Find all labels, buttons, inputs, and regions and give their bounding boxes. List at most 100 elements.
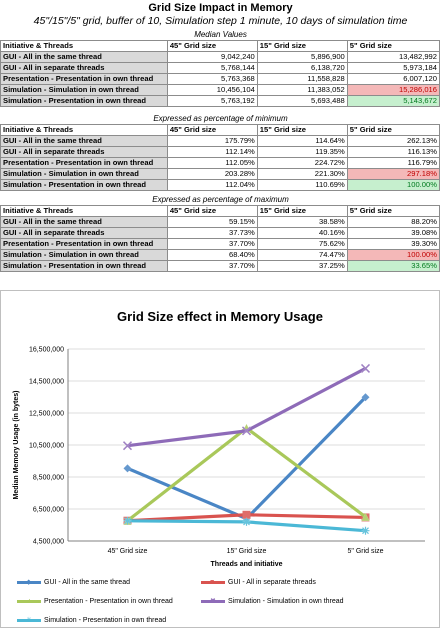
table-cell: 100.00% — [346, 249, 441, 261]
table-cell: 5,693,488 — [256, 95, 348, 107]
table-cell: 5,763,368 — [166, 73, 258, 85]
table-row: GUI - All in the same thread 9,042,240 5,8… — [0, 51, 441, 63]
table-cell: 13,482,992 — [346, 51, 441, 63]
data-point — [241, 426, 252, 436]
table-row: Simulation - Simulation in own thread 68.… — [0, 249, 441, 261]
table-cell: 5,973,184 — [346, 62, 441, 74]
percent-of-maximum-table: Initiative & Threads 45" Grid size 15" Gri… — [0, 205, 441, 272]
table-cell: 33.65% — [346, 260, 441, 272]
x-tick-label: 15" Grid size — [227, 548, 267, 555]
table-header-row: Initiative & Threads 45" Grid size 15" Gri… — [0, 205, 441, 217]
table-row: Simulation - Presentation in own thread 5… — [0, 95, 441, 107]
legend-marker-icon: ■ — [210, 578, 215, 586]
legend-marker-icon: ▲ — [26, 597, 33, 605]
series-line — [126, 396, 367, 521]
y-tick-label: 12,500,000 — [29, 411, 64, 418]
chart-svg: Grid Size effect in Memory Usage 4,500,00… — [13, 309, 425, 568]
data-point — [242, 517, 251, 526]
table-row: GUI - All in the same thread 59.15% 38.58%… — [0, 216, 441, 228]
table-row: Presentation - Presentation in own threa… — [0, 157, 441, 169]
row-label: GUI - All in the same thread — [0, 51, 168, 63]
data-point — [361, 393, 370, 402]
table-row: Presentation - Presentation in own threa… — [0, 73, 441, 85]
table-row: GUI - All in separate threads 37.73% 40.16… — [0, 227, 441, 239]
table-cell: 175.79% — [166, 135, 258, 147]
column-header: 15" Grid size — [256, 40, 348, 52]
column-header: Initiative & Threads — [0, 40, 168, 52]
row-label: GUI - All in the same thread — [0, 135, 168, 147]
table-cell: 88.20% — [346, 216, 441, 228]
table-cell: 110.69% — [256, 179, 348, 191]
column-header: 15" Grid size — [256, 124, 348, 136]
memory-usage-chart: Grid Size effect in Memory Usage 4,500,00… — [0, 290, 440, 628]
legend-item: ■ GUI - All in separate threads — [201, 579, 316, 586]
data-point — [122, 441, 133, 451]
y-tick-label: 16,500,000 — [29, 347, 64, 354]
table-cell: 116.13% — [346, 146, 441, 158]
column-header: 45" Grid size — [166, 124, 258, 136]
row-label: Presentation - Presentation in own threa… — [0, 157, 168, 169]
y-axis-label: Median Memory Usage (in bytes) — [13, 391, 20, 500]
y-tick-label: 6,500,000 — [33, 507, 64, 514]
row-label: GUI - All in separate threads — [0, 146, 168, 158]
page-title: Grid Size Impact in Memory — [148, 2, 293, 14]
legend-label: Simulation - Simulation in own thread — [228, 598, 344, 605]
x-tick-label: 45" Grid size — [108, 548, 148, 555]
x-tick-label: 5" Grid size — [348, 548, 384, 555]
table-row: Simulation - Simulation in own thread 10,… — [0, 84, 441, 96]
row-label: GUI - All in the same thread — [0, 216, 168, 228]
row-label: Presentation - Presentation in own threa… — [0, 238, 168, 250]
table-cell: 112.14% — [166, 146, 258, 158]
y-tick-label: 8,500,000 — [33, 475, 64, 482]
column-header: 45" Grid size — [166, 40, 258, 52]
table-cell: 114.64% — [256, 135, 348, 147]
table-cell: 38.58% — [256, 216, 348, 228]
column-header: Initiative & Threads — [0, 205, 168, 217]
legend-marker-icon: ◆ — [26, 578, 32, 586]
table-caption-median: Median Values — [194, 30, 247, 39]
table-cell: 10,456,104 — [166, 84, 258, 96]
table-cell: 5,763,192 — [166, 95, 258, 107]
table-cell: 112.05% — [166, 157, 258, 169]
table-cell: 119.35% — [256, 146, 348, 158]
table-cell: 100.00% — [346, 179, 441, 191]
table-cell: 5,896,900 — [256, 51, 348, 63]
row-label: Simulation - Simulation in own thread — [0, 168, 168, 180]
table-row: Presentation - Presentation in own threa… — [0, 238, 441, 250]
table-cell: 221.30% — [256, 168, 348, 180]
table-caption-minimum: Expressed as percentage of minimum — [153, 114, 288, 123]
table-caption-maximum: Expressed as percentage of maximum — [152, 195, 289, 204]
column-header: 5" Grid size — [346, 124, 441, 136]
table-cell: 68.40% — [166, 249, 258, 261]
column-header: 5" Grid size — [346, 40, 441, 52]
y-tick-label: 10,500,000 — [29, 443, 64, 450]
row-label: Simulation - Presentation in own thread — [0, 95, 168, 107]
chart-title: Grid Size effect in Memory Usage — [117, 309, 323, 324]
legend-swatch: ◆ — [17, 578, 41, 586]
column-header: 45" Grid size — [166, 205, 258, 217]
table-cell: 75.62% — [256, 238, 348, 250]
percent-of-minimum-table: Initiative & Threads 45" Grid size 15" Gri… — [0, 124, 441, 191]
data-point — [242, 510, 251, 519]
table-cell: 37.73% — [166, 227, 258, 239]
table-cell: 37.25% — [256, 260, 348, 272]
table-cell: 39.30% — [346, 238, 441, 250]
column-header: 5" Grid size — [346, 205, 441, 217]
data-point — [123, 464, 132, 473]
legend-item: ✖ Simulation - Simulation in own thread — [201, 598, 344, 605]
table-row: Simulation - Simulation in own thread 203… — [0, 168, 441, 180]
table-header-row: Initiative & Threads 45" Grid size 15" Gri… — [0, 124, 441, 136]
table-row: GUI - All in separate threads 112.14% 119.… — [0, 146, 441, 158]
legend-marker-icon: ✖ — [210, 597, 216, 605]
data-point — [360, 363, 371, 373]
legend-marker-icon: ✳ — [26, 616, 32, 624]
y-tick-label: 14,500,000 — [29, 379, 64, 386]
row-label: Presentation - Presentation in own threa… — [0, 73, 168, 85]
legend-swatch: ✖ — [201, 597, 225, 605]
table-row: GUI - All in separate threads 5,768,144 6,… — [0, 62, 441, 74]
legend-item: ▲ Presentation - Presentation in own thre… — [17, 598, 173, 605]
table-cell: 74.47% — [256, 249, 348, 261]
table-cell: 39.08% — [346, 227, 441, 239]
legend-item: ◆ GUI - All in the same thread — [17, 579, 130, 586]
table-cell: 11,383,052 — [256, 84, 348, 96]
